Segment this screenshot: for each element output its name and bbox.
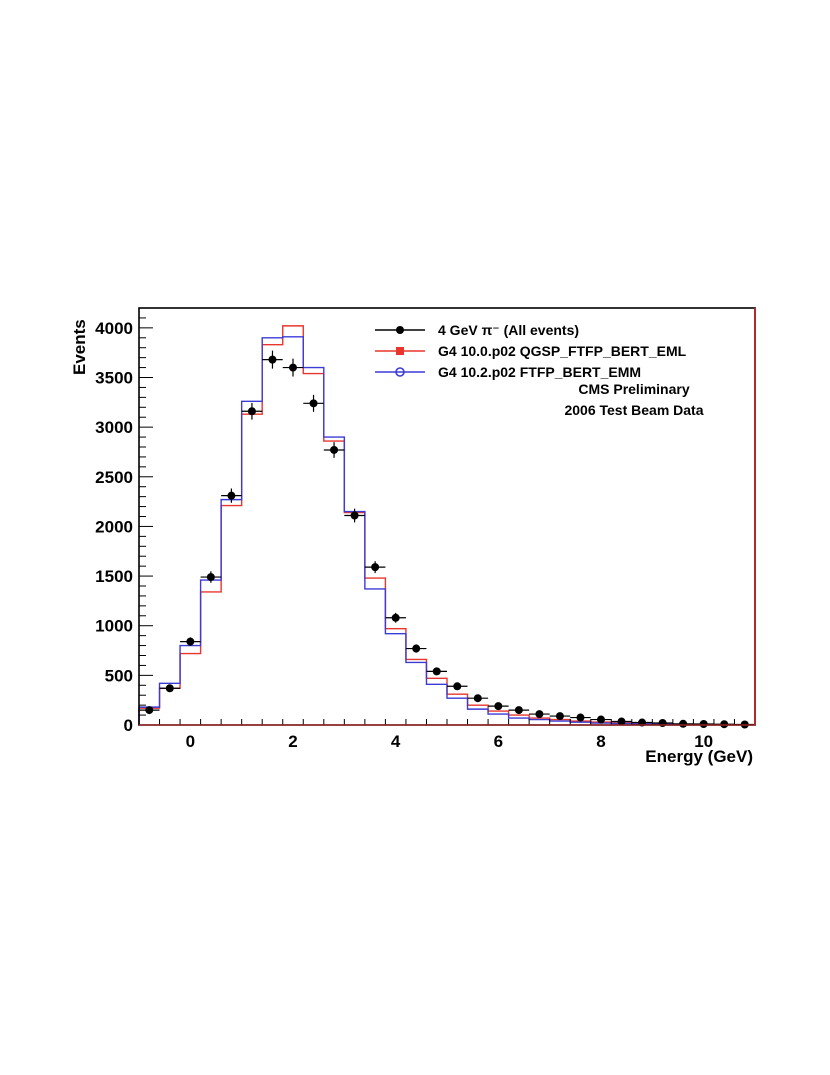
y-tick-label: 3000 [95, 418, 133, 437]
x-tick-label: 8 [596, 732, 605, 751]
x-tick-label: 6 [494, 732, 503, 751]
data-point [227, 491, 236, 500]
series-layer [138, 325, 756, 729]
x-tick-label: 4 [391, 732, 401, 751]
legend-label-2: G4 10.2.p02 FTFP_BERT_EMM [438, 364, 641, 380]
data-point [473, 694, 482, 703]
x-tick-label: 10 [694, 732, 713, 751]
y-axis-title: Events [70, 319, 89, 375]
data-point [576, 713, 585, 722]
y-tick-label: 1500 [95, 567, 133, 586]
data-point [247, 407, 256, 416]
y-tick-label: 3500 [95, 369, 133, 388]
data-point [145, 706, 154, 715]
data-point [535, 710, 544, 719]
y-tick-label: 2500 [95, 468, 133, 487]
annotation-cms-preliminary: CMS Preliminary [578, 381, 689, 397]
data-point [432, 667, 441, 676]
legend-marker-2 [395, 367, 405, 377]
y-tick-label: 0 [124, 716, 133, 735]
legend: 4 GeV π⁻ (All events) G4 10.0.p02 QGSP_FT… [375, 322, 687, 380]
data-point [330, 445, 339, 454]
data-point [699, 720, 708, 729]
ticks-layer: 0 2 4 6 8 10 0 500 1000 1500 2000 2500 3000 3500 4000 [95, 307, 756, 751]
plot-frame [138, 307, 756, 726]
data-point [186, 637, 195, 646]
data-point [453, 682, 462, 691]
legend-label-0: 4 GeV π⁻ (All events) [438, 322, 579, 338]
data-point [412, 644, 421, 653]
legend-label-1: G4 10.0.p02 QGSP_FTFP_BERT_EML [438, 343, 687, 359]
data-point [391, 613, 400, 622]
x-axis-title: Energy (GeV) [645, 747, 753, 766]
data-point [617, 717, 626, 726]
data-point [206, 573, 215, 582]
data-point [350, 511, 359, 520]
legend-marker-1 [396, 347, 404, 355]
y-tick-label: 2000 [95, 517, 133, 536]
annotation-test-beam-data: 2006 Test Beam Data [564, 402, 703, 418]
x-tick-label: 0 [186, 732, 195, 751]
data-point [289, 363, 297, 372]
data-point [371, 563, 380, 572]
plot-background [139, 308, 755, 725]
y-tick-label: 1000 [95, 617, 133, 636]
data-point [679, 719, 688, 728]
y-tick-label: 500 [105, 666, 133, 685]
data-point [658, 719, 667, 728]
y-tick-label: 4000 [95, 319, 133, 338]
plot-area [139, 308, 755, 725]
data-point [309, 399, 318, 408]
legend-marker-0 [396, 326, 404, 334]
data-point [597, 715, 605, 724]
data-point [165, 684, 174, 693]
data-point [268, 355, 277, 364]
data-point [494, 702, 503, 711]
data-point [514, 706, 523, 715]
data-point [555, 712, 564, 721]
x-tick-label: 2 [288, 732, 297, 751]
